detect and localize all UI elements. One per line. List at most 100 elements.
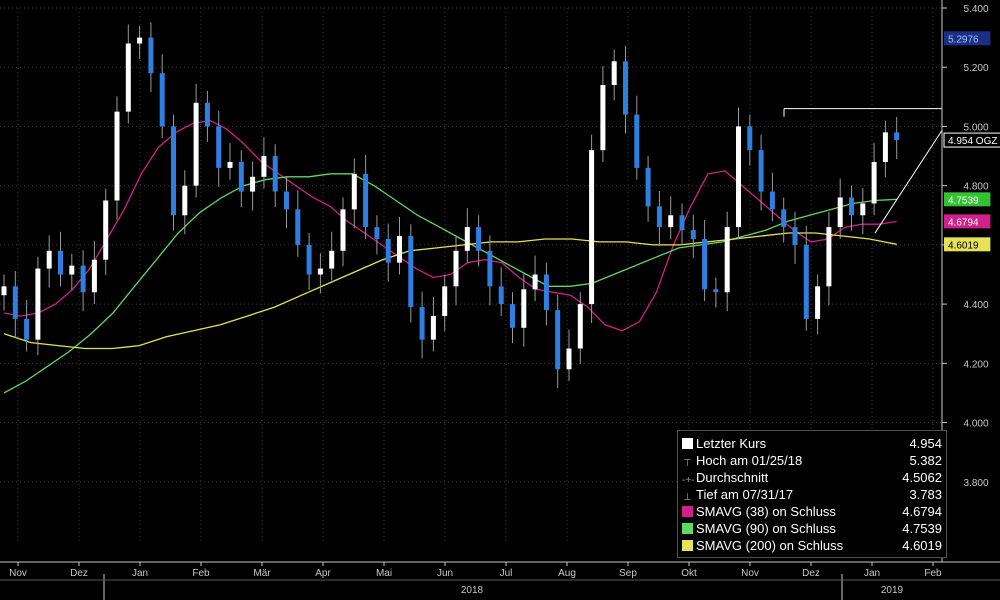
price-tag bbox=[943, 132, 1000, 148]
candle-body bbox=[860, 203, 866, 216]
legend-marker-6 bbox=[682, 540, 693, 551]
candle-body bbox=[204, 102, 210, 127]
candle-body bbox=[171, 126, 176, 216]
candle-body bbox=[724, 227, 730, 293]
candle-body bbox=[747, 126, 753, 151]
candle-body bbox=[419, 307, 425, 340]
candle-body bbox=[871, 161, 877, 204]
candle-body bbox=[103, 200, 109, 260]
candle-body bbox=[555, 310, 561, 370]
candle-body bbox=[882, 132, 888, 162]
candle-body bbox=[476, 227, 482, 251]
price-tag-label: 4.6794 bbox=[948, 217, 979, 228]
candle-body bbox=[340, 209, 346, 251]
price-tag bbox=[944, 237, 991, 252]
candle-body bbox=[80, 265, 86, 293]
candle-body bbox=[125, 43, 131, 112]
y-axis-tick-label: 4.400 bbox=[963, 300, 988, 311]
candle-body bbox=[317, 268, 323, 275]
legend-row-smavg-90: SMAVG (90) on Schluss 4.7539 bbox=[682, 520, 942, 537]
legend-value: 4.7539 bbox=[902, 521, 942, 536]
x-axis-tick-label: Mär bbox=[253, 568, 271, 579]
candle-body bbox=[464, 227, 470, 251]
candle-body bbox=[397, 236, 402, 263]
candle-body bbox=[453, 250, 459, 287]
legend-value: 4.5062 bbox=[902, 470, 942, 485]
x-axis-tick-label: Dez bbox=[70, 568, 88, 579]
legend-value: 4.6794 bbox=[902, 504, 942, 519]
legend-row-high: ⊤ Hoch am 01/25/18 5.382 bbox=[682, 452, 942, 469]
candle-body bbox=[1, 286, 7, 296]
legend-row-last-price: Letzter Kurs 4.954 bbox=[682, 435, 942, 452]
candle-body bbox=[702, 238, 708, 290]
candle-body bbox=[442, 286, 448, 316]
candle-body bbox=[238, 161, 244, 192]
y-axis-tick-label: 4.200 bbox=[963, 359, 988, 370]
candle-body bbox=[284, 191, 289, 210]
price-tag-label: 4.954 OGZ bbox=[948, 136, 997, 147]
price-tag-label: 5.2976 bbox=[948, 34, 979, 45]
candle-body bbox=[656, 206, 662, 228]
x-axis-tick-label: Apr bbox=[315, 568, 331, 579]
x-axis-tick-label: Aug bbox=[558, 568, 576, 579]
candle-body bbox=[679, 215, 685, 231]
support-trend-line bbox=[874, 130, 943, 234]
candle-body bbox=[295, 209, 301, 245]
candle-body bbox=[272, 156, 278, 192]
legend-row-average: -+- Durchschnitt 4.5062 bbox=[682, 469, 942, 486]
candle-body bbox=[589, 150, 595, 305]
candle-body bbox=[148, 37, 154, 74]
legend-label: Durchschnitt bbox=[696, 470, 769, 485]
candle-body bbox=[837, 197, 843, 228]
candle-body bbox=[611, 61, 617, 85]
y-axis-tick-label: 5.400 bbox=[963, 4, 988, 15]
legend-value: 3.783 bbox=[909, 487, 942, 502]
candle-body bbox=[781, 209, 787, 228]
legend-value: 5.382 bbox=[909, 453, 942, 468]
candle-body bbox=[363, 173, 369, 228]
price-tag bbox=[944, 31, 991, 46]
legend-label: SMAVG (90) on Schluss bbox=[696, 521, 836, 536]
candle-body bbox=[577, 304, 583, 349]
moving-average-line bbox=[3, 173, 897, 394]
legend-box: Letzter Kurs 4.954 ⊤ Hoch am 01/25/18 5.382… bbox=[677, 430, 947, 558]
price-tag bbox=[944, 192, 991, 207]
x-axis-tick-label: Jun bbox=[437, 568, 453, 579]
candle-body bbox=[46, 250, 52, 269]
candle-body bbox=[306, 244, 312, 275]
legend-marker-1: ⊤ bbox=[683, 458, 692, 469]
legend-marker-4 bbox=[682, 506, 693, 517]
x-axis-tick-label: Jan bbox=[864, 568, 880, 579]
candle-body bbox=[227, 161, 233, 168]
x-axis-tick-label: Nov bbox=[741, 568, 759, 579]
candle-body bbox=[566, 348, 572, 370]
moving-average-line bbox=[3, 119, 897, 332]
candle-body bbox=[385, 238, 391, 263]
x-axis-tick-label: Mai bbox=[376, 568, 392, 579]
legend-marker-0 bbox=[682, 438, 693, 449]
legend-label: Tief am 07/31/17 bbox=[696, 487, 794, 502]
x-axis: Nov Dez Jan Feb Mär Apr Mai Jun Jul Aug Sep Okt Nov D… bbox=[0, 561, 1000, 600]
year-label: 2019 bbox=[881, 585, 904, 596]
candle-body bbox=[815, 286, 821, 319]
candle-body bbox=[159, 73, 165, 127]
candle-body bbox=[645, 167, 651, 207]
x-axis-tick-label: Nov bbox=[9, 568, 27, 579]
candle-body bbox=[58, 250, 63, 275]
candle-body bbox=[769, 191, 775, 210]
x-axis-tick-label: Jan bbox=[132, 568, 148, 579]
candle-body bbox=[91, 259, 97, 293]
candle-body bbox=[329, 250, 335, 269]
candle-body bbox=[803, 244, 809, 319]
candle-body bbox=[182, 185, 188, 216]
moving-average-lines bbox=[3, 119, 897, 394]
legend-label: Letzter Kurs bbox=[696, 436, 767, 451]
y-axis-tick-label: 5.000 bbox=[963, 122, 988, 133]
candle-body bbox=[216, 126, 222, 168]
price-candles bbox=[1, 22, 900, 389]
x-axis-tick-label: Feb bbox=[192, 568, 210, 579]
candle-body bbox=[543, 274, 549, 311]
legend-label: SMAVG (200) on Schluss bbox=[696, 538, 844, 553]
price-tag-label: 4.7539 bbox=[948, 195, 979, 206]
